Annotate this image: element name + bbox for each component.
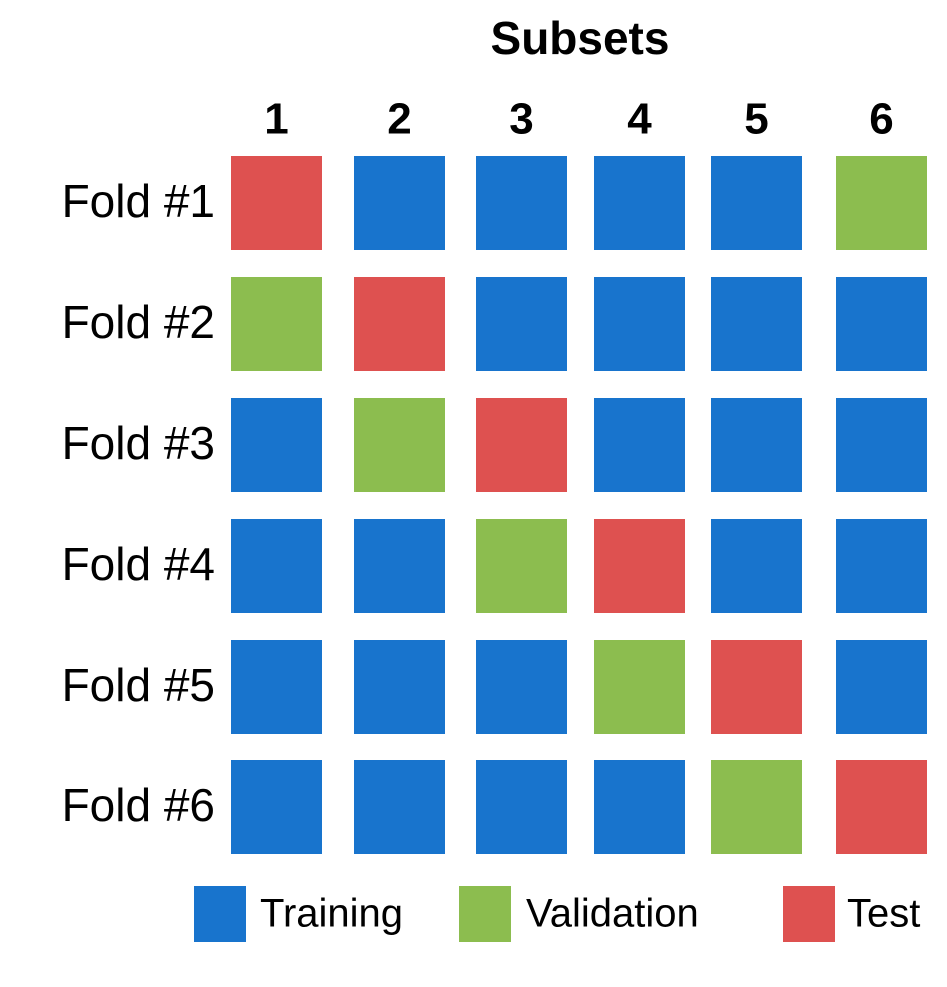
row-label: Fold #5 — [62, 659, 215, 711]
row-label: Fold #6 — [62, 779, 215, 831]
cell — [231, 640, 322, 734]
column-label: 3 — [509, 95, 533, 144]
title: Subsets — [491, 12, 670, 64]
cell — [711, 156, 802, 250]
cell — [594, 640, 685, 734]
legend-swatch — [459, 886, 511, 942]
cell — [594, 277, 685, 371]
legend-swatch — [194, 886, 246, 942]
cell — [836, 640, 927, 734]
row-label: Fold #2 — [62, 296, 215, 348]
row-label: Fold #3 — [62, 417, 215, 469]
cell — [594, 398, 685, 492]
cell — [476, 398, 567, 492]
cell — [354, 398, 445, 492]
cell — [354, 640, 445, 734]
legend-label: Validation — [526, 892, 699, 936]
cell — [594, 760, 685, 854]
cell — [476, 277, 567, 371]
cell — [594, 519, 685, 613]
column-label: 2 — [387, 95, 411, 144]
cell — [836, 156, 927, 250]
cell — [354, 277, 445, 371]
cell — [711, 398, 802, 492]
cell — [476, 156, 567, 250]
cell — [476, 519, 567, 613]
cell — [231, 277, 322, 371]
cell — [476, 760, 567, 854]
column-label: 6 — [869, 95, 893, 144]
cell — [231, 519, 322, 613]
cell — [354, 156, 445, 250]
cell — [231, 398, 322, 492]
cell — [354, 760, 445, 854]
row-label: Fold #1 — [62, 175, 215, 227]
legend-label: Training — [260, 892, 403, 936]
cell — [231, 156, 322, 250]
cell — [836, 398, 927, 492]
column-label: 4 — [627, 95, 652, 144]
cell — [836, 519, 927, 613]
cell — [711, 640, 802, 734]
cell — [836, 760, 927, 854]
cell — [476, 640, 567, 734]
cell — [231, 760, 322, 854]
cell — [836, 277, 927, 371]
cell — [711, 277, 802, 371]
column-label: 5 — [744, 95, 768, 144]
cell — [594, 156, 685, 250]
legend-label: Test — [847, 892, 920, 936]
row-label: Fold #4 — [62, 538, 215, 590]
legend-swatch — [783, 886, 835, 942]
cell — [354, 519, 445, 613]
column-label: 1 — [264, 95, 288, 144]
cell — [711, 760, 802, 854]
cell — [711, 519, 802, 613]
